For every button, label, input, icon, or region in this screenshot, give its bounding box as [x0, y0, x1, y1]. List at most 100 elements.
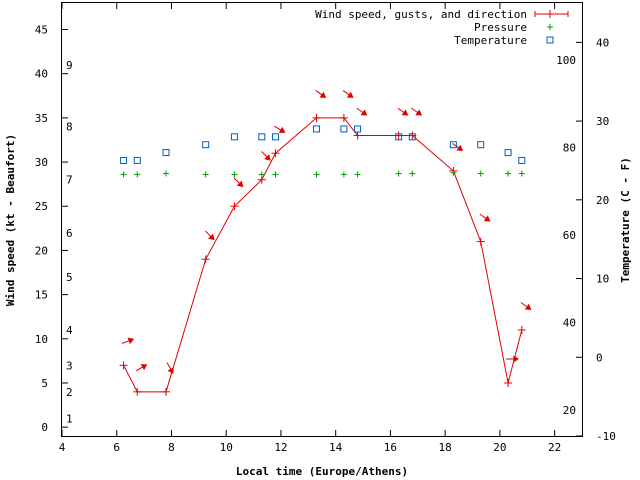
arrow-head: [513, 355, 520, 363]
wind-direction-arrow: [479, 213, 491, 222]
wind-direction-arrow: [397, 107, 409, 116]
wind-point: [476, 237, 485, 246]
beaufort-tick-label: 1: [66, 412, 73, 425]
pressure-point: [354, 171, 361, 178]
temperature-point: [408, 133, 416, 141]
temperature-point: [258, 133, 266, 141]
kt-tick-label: 40: [35, 68, 48, 81]
y-axis-label-right: Temperature (C - F): [619, 157, 632, 283]
kt-tick-label: 15: [35, 289, 48, 302]
kt-tick-label: 25: [35, 200, 48, 213]
arrow-head: [140, 364, 148, 371]
pressure-point: [313, 171, 320, 178]
wind-direction-arrow: [205, 230, 215, 241]
wind-point: [517, 325, 526, 334]
x-tick-label: 22: [548, 441, 561, 454]
kt-tick-label: 10: [35, 333, 48, 346]
wind-point: [201, 255, 210, 264]
x-tick-label: 10: [220, 441, 233, 454]
arrow-head: [278, 126, 286, 133]
kt-tick-label: 35: [35, 112, 48, 125]
pressure-point: [120, 171, 127, 178]
pressure-point: [395, 170, 402, 177]
pressure-point: [477, 170, 484, 177]
wind-direction-arrow: [166, 362, 174, 374]
wind-direction-arrow: [506, 355, 520, 363]
x-tick-label: 12: [274, 441, 287, 454]
arrow-head: [264, 154, 271, 161]
pressure-point: [409, 170, 416, 177]
arrow-head: [127, 337, 135, 345]
temperature-point: [313, 125, 321, 133]
arrow-head: [208, 233, 215, 241]
arrow-head: [415, 109, 423, 116]
pressure-point: [450, 169, 457, 176]
wind-direction-arrow: [261, 151, 271, 161]
arrow-head: [236, 180, 244, 188]
plot-frame: [61, 2, 583, 437]
x-tick-label: 20: [493, 441, 506, 454]
x-tick-label: 14: [329, 441, 343, 454]
celsius-tick-label: -10: [596, 430, 616, 443]
fahrenheit-tick-label: 100: [556, 54, 576, 67]
fahrenheit-tick-label: 40: [563, 316, 576, 329]
legend: Wind speed, gusts, and directionPressure…: [315, 8, 569, 47]
series-layer: [119, 90, 532, 396]
fahrenheit-tick-label: 20: [563, 404, 576, 417]
wind-point: [353, 131, 362, 140]
beaufort-tick-label: 3: [66, 359, 73, 372]
wind-direction-arrow: [411, 107, 423, 116]
pressure-point: [258, 171, 265, 178]
beaufort-tick-label: 7: [66, 174, 73, 187]
temperature-point: [230, 133, 238, 141]
arrow-head: [360, 109, 368, 116]
beaufort-tick-label: 2: [66, 386, 73, 399]
beaufort-tick-label: 8: [66, 121, 73, 134]
celsius-tick-label: 30: [596, 115, 609, 128]
temperature-point: [477, 141, 485, 149]
wind-direction-arrow: [342, 90, 354, 98]
pressure-point: [505, 170, 512, 177]
temperature-point: [449, 141, 457, 149]
y-axis-label-left: Wind speed (kt - Beaufort): [4, 134, 17, 306]
wind-direction-arrow: [135, 364, 148, 372]
temperature-point: [133, 156, 141, 164]
temperature-point: [120, 156, 128, 164]
x-tick-label: 16: [384, 441, 397, 454]
legend-label-temperature: Temperature: [454, 34, 527, 47]
wind-point: [312, 113, 321, 122]
temperature-point: [340, 125, 348, 133]
fahrenheit-tick-label: 80: [563, 141, 576, 154]
wind-point: [271, 149, 280, 158]
temperature-point: [271, 133, 279, 141]
x-tick-label: 18: [439, 441, 452, 454]
axis-ticks: 4 6 8 10 12 14 16 18 20 2205101520253035404512345…: [35, 3, 616, 454]
wind-point: [133, 387, 142, 396]
pressure-point: [202, 171, 209, 178]
pressure-point: [340, 171, 347, 178]
wind-direction-arrow: [121, 337, 135, 345]
pressure-point: [518, 170, 525, 177]
kt-tick-label: 0: [41, 421, 48, 434]
x-axis-label: Local time (Europe/Athens): [236, 465, 408, 478]
wind-line: [123, 117, 523, 393]
legend-label-wind: Wind speed, gusts, and direction: [315, 8, 527, 21]
x-tick-label: 4: [59, 441, 66, 454]
arrow-head: [524, 303, 532, 310]
temperature-point: [162, 149, 170, 157]
celsius-tick-label: 40: [596, 36, 609, 49]
wind-point: [339, 113, 348, 122]
temperature-point: [395, 133, 403, 141]
wind-direction-arrow: [233, 177, 244, 188]
wind-direction-arrow: [356, 107, 368, 116]
pressure-point: [231, 171, 238, 178]
wind-direction-arrow: [452, 143, 464, 151]
celsius-tick-label: 0: [596, 351, 603, 364]
kt-tick-label: 5: [41, 377, 48, 390]
beaufort-tick-label: 4: [66, 324, 73, 337]
legend-label-pressure: Pressure: [474, 21, 527, 34]
wind-point: [119, 361, 128, 370]
fahrenheit-tick-label: 60: [563, 229, 576, 242]
temperature-point: [202, 141, 210, 149]
